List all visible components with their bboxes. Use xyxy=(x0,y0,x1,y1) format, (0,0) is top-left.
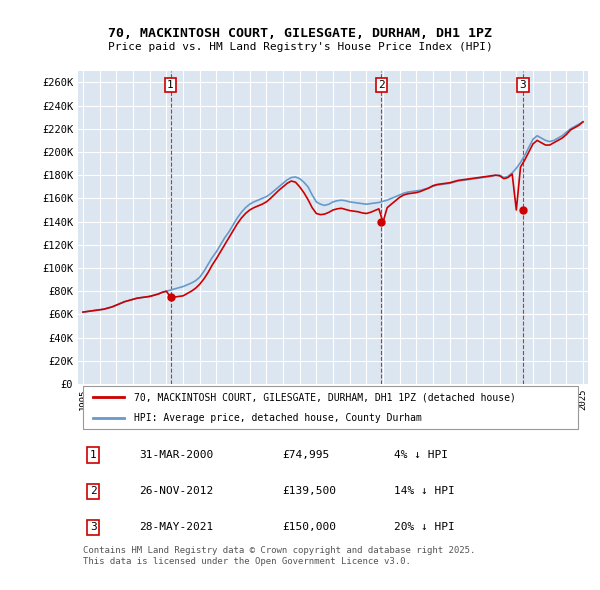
Text: 4% ↓ HPI: 4% ↓ HPI xyxy=(394,450,448,460)
Text: £139,500: £139,500 xyxy=(282,486,336,496)
Text: 2: 2 xyxy=(90,486,97,496)
Text: 28-MAY-2021: 28-MAY-2021 xyxy=(139,523,214,532)
Text: 20% ↓ HPI: 20% ↓ HPI xyxy=(394,523,455,532)
Text: 26-NOV-2012: 26-NOV-2012 xyxy=(139,486,214,496)
Text: Contains HM Land Registry data © Crown copyright and database right 2025.
This d: Contains HM Land Registry data © Crown c… xyxy=(83,546,475,566)
Text: 1: 1 xyxy=(90,450,97,460)
Text: 3: 3 xyxy=(90,523,97,532)
FancyBboxPatch shape xyxy=(83,386,578,429)
Text: HPI: Average price, detached house, County Durham: HPI: Average price, detached house, Coun… xyxy=(134,413,422,423)
Text: 1: 1 xyxy=(167,80,174,90)
Text: 70, MACKINTOSH COURT, GILESGATE, DURHAM, DH1 1PZ (detached house): 70, MACKINTOSH COURT, GILESGATE, DURHAM,… xyxy=(134,392,516,402)
Text: 70, MACKINTOSH COURT, GILESGATE, DURHAM, DH1 1PZ: 70, MACKINTOSH COURT, GILESGATE, DURHAM,… xyxy=(108,27,492,40)
Text: 2: 2 xyxy=(378,80,385,90)
Text: 31-MAR-2000: 31-MAR-2000 xyxy=(139,450,214,460)
Text: £74,995: £74,995 xyxy=(282,450,329,460)
Text: Price paid vs. HM Land Registry's House Price Index (HPI): Price paid vs. HM Land Registry's House … xyxy=(107,42,493,53)
Text: 3: 3 xyxy=(520,80,526,90)
Text: 14% ↓ HPI: 14% ↓ HPI xyxy=(394,486,455,496)
Text: £150,000: £150,000 xyxy=(282,523,336,532)
